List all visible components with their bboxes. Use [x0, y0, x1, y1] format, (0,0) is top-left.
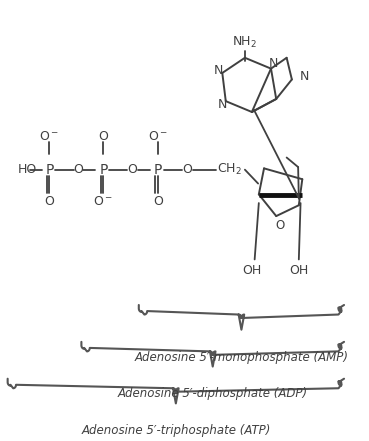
Text: O: O [74, 163, 83, 176]
Text: P: P [45, 163, 54, 177]
Text: O$^-$: O$^-$ [93, 195, 113, 208]
Text: O: O [153, 195, 163, 208]
Text: P: P [99, 163, 107, 177]
Text: O$^-$: O$^-$ [39, 130, 59, 143]
Text: Adenosine 5′-triphosphate (ATP): Adenosine 5′-triphosphate (ATP) [81, 424, 270, 437]
Text: CH$_2$: CH$_2$ [217, 162, 241, 177]
Text: OH: OH [242, 264, 262, 277]
Text: O: O [99, 130, 108, 143]
Text: O: O [127, 163, 137, 176]
Text: Adenosine 5′-diphosphate (ADP): Adenosine 5′-diphosphate (ADP) [118, 387, 308, 400]
Text: O$^-$: O$^-$ [148, 130, 168, 143]
Text: NH$_2$: NH$_2$ [232, 35, 258, 50]
Text: O: O [183, 163, 193, 176]
Text: N: N [213, 64, 223, 77]
Text: O: O [275, 219, 284, 232]
Text: P: P [154, 163, 162, 177]
Text: N: N [218, 98, 227, 111]
Text: OH: OH [289, 264, 308, 277]
Text: HO: HO [18, 163, 37, 176]
Text: O: O [44, 195, 54, 208]
Text: N: N [269, 57, 278, 71]
Text: Adenosine 5′-monophosphate (AMP): Adenosine 5′-monophosphate (AMP) [134, 351, 348, 363]
Text: N: N [300, 70, 309, 83]
